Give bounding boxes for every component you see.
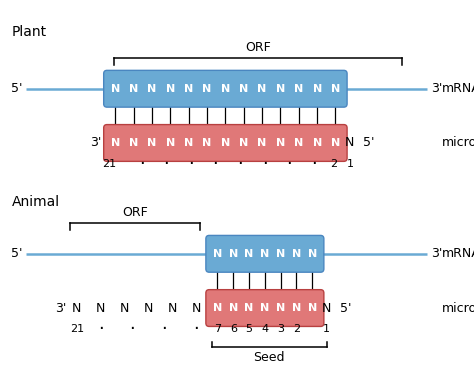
Text: N: N [120, 301, 129, 315]
Text: N: N [294, 138, 303, 148]
Text: 3': 3' [90, 136, 101, 149]
Text: N: N [276, 303, 285, 313]
Text: 6: 6 [230, 324, 237, 334]
Text: N: N [294, 84, 303, 94]
Text: N: N [166, 138, 175, 148]
Text: N: N [129, 84, 138, 94]
Text: N: N [221, 138, 230, 148]
Text: microRNA: microRNA [442, 136, 474, 149]
Text: ·: · [237, 155, 243, 173]
Text: ·: · [164, 155, 169, 173]
Text: 3: 3 [277, 324, 284, 334]
Text: 2: 2 [293, 324, 300, 334]
Text: ·: · [311, 155, 317, 173]
Text: ·: · [162, 320, 167, 338]
Text: mRNA: mRNA [442, 82, 474, 95]
Text: N: N [308, 303, 317, 313]
Text: ·: · [129, 320, 136, 338]
Text: N: N [331, 84, 340, 94]
Text: N: N [292, 249, 301, 259]
FancyBboxPatch shape [206, 235, 324, 272]
Text: N: N [312, 84, 322, 94]
Text: N: N [239, 84, 248, 94]
Text: N: N [260, 303, 270, 313]
Text: Seed: Seed [254, 351, 285, 364]
Text: N: N [110, 84, 120, 94]
Text: 21: 21 [70, 324, 84, 334]
Text: N: N [345, 136, 355, 149]
Text: N: N [239, 138, 248, 148]
Text: N: N [276, 84, 285, 94]
Text: N: N [213, 249, 222, 259]
Text: ·: · [212, 155, 219, 173]
FancyBboxPatch shape [104, 125, 347, 161]
Text: ·: · [139, 155, 145, 173]
Text: N: N [228, 303, 238, 313]
Text: 5': 5' [11, 247, 22, 260]
Text: N: N [202, 138, 212, 148]
Text: N: N [72, 301, 82, 315]
Text: N: N [96, 301, 105, 315]
Text: N: N [276, 138, 285, 148]
Text: 2: 2 [330, 159, 337, 169]
Text: N: N [184, 84, 193, 94]
Text: N: N [257, 84, 267, 94]
Text: ORF: ORF [122, 206, 148, 219]
Text: N: N [312, 138, 322, 148]
Text: N: N [331, 138, 340, 148]
Text: 3': 3' [55, 301, 66, 315]
Text: N: N [110, 138, 120, 148]
Text: N: N [144, 301, 153, 315]
Text: 5: 5 [246, 324, 253, 334]
Text: 3': 3' [431, 82, 443, 95]
Text: 1: 1 [323, 324, 330, 334]
Text: N: N [308, 249, 317, 259]
Text: 5': 5' [11, 82, 22, 95]
Text: N: N [191, 301, 201, 315]
Text: N: N [147, 138, 156, 148]
Text: N: N [184, 138, 193, 148]
Text: N: N [129, 138, 138, 148]
Text: ·: · [188, 155, 194, 173]
Text: 21: 21 [102, 159, 116, 169]
Text: 4: 4 [261, 324, 268, 334]
Text: N: N [202, 84, 212, 94]
Text: ·: · [193, 320, 199, 338]
Text: N: N [221, 84, 230, 94]
Text: ·: · [286, 155, 292, 173]
FancyBboxPatch shape [206, 290, 324, 326]
Text: N: N [257, 138, 267, 148]
Text: microRNA: microRNA [442, 301, 474, 315]
Text: N: N [213, 303, 222, 313]
Text: N: N [245, 249, 254, 259]
Text: N: N [260, 249, 270, 259]
Text: N: N [166, 84, 175, 94]
Text: N: N [228, 249, 238, 259]
Text: N: N [167, 301, 177, 315]
Text: 7: 7 [214, 324, 221, 334]
Text: ·: · [98, 320, 103, 338]
Text: N: N [292, 303, 301, 313]
Text: N: N [322, 301, 331, 315]
Text: N: N [276, 249, 285, 259]
Text: 3': 3' [431, 247, 443, 260]
Text: 1: 1 [346, 159, 354, 169]
FancyBboxPatch shape [104, 70, 347, 107]
Text: N: N [147, 84, 156, 94]
Text: 5': 5' [340, 301, 352, 315]
Text: Plant: Plant [12, 25, 47, 39]
Text: ORF: ORF [245, 41, 271, 54]
Text: Animal: Animal [12, 195, 60, 209]
Text: N: N [245, 303, 254, 313]
Text: 5': 5' [364, 136, 375, 149]
Text: ·: · [262, 155, 267, 173]
Text: mRNA: mRNA [442, 247, 474, 260]
